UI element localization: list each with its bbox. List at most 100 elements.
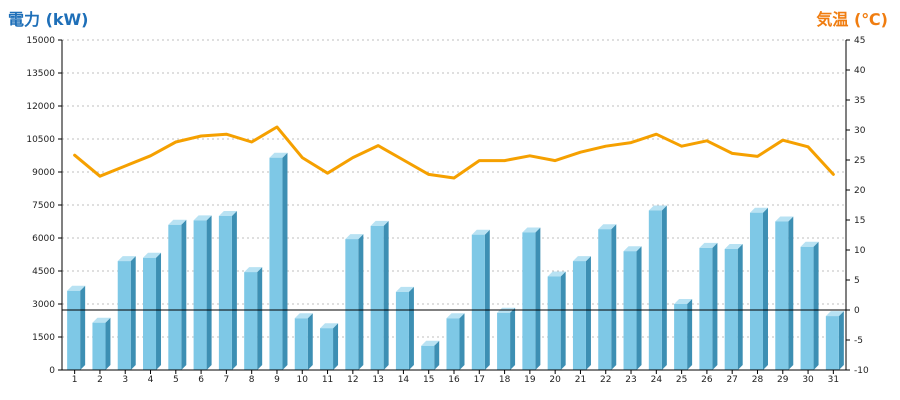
bar-top <box>294 313 313 319</box>
bar-top <box>648 205 667 211</box>
bar <box>749 207 768 370</box>
bar-top <box>320 323 339 329</box>
bar <box>244 267 263 370</box>
left-tick-label: 9000 <box>32 168 55 178</box>
bar-front <box>218 216 232 370</box>
bar-side <box>636 246 642 370</box>
bar <box>218 211 237 370</box>
temperature-line <box>73 125 835 180</box>
right-tick-label: -10 <box>854 366 869 376</box>
bar-side <box>130 256 136 370</box>
bar-front <box>623 251 637 370</box>
bar-top <box>522 227 541 233</box>
x-tick-label: 15 <box>423 375 434 385</box>
x-tick-label: 21 <box>575 375 586 385</box>
bar-side <box>535 227 541 370</box>
bar-side <box>459 313 465 370</box>
bar-top <box>825 311 844 317</box>
temperature-line-layer <box>73 125 835 180</box>
x-tick-label: 1 <box>72 375 78 385</box>
x-tick-label: 14 <box>398 375 410 385</box>
x-tick-label: 29 <box>777 375 789 385</box>
x-tick-label: 22 <box>600 375 611 385</box>
right-tick-label: 5 <box>854 276 860 286</box>
bar-top <box>117 256 136 262</box>
x-tick-label: 19 <box>524 375 536 385</box>
bar <box>547 271 566 370</box>
bar-front <box>421 345 435 370</box>
bar <box>446 313 465 370</box>
x-tick-label: 16 <box>448 375 460 385</box>
x-tick-label: 23 <box>625 375 636 385</box>
bar-front <box>471 234 485 370</box>
bar <box>598 224 617 370</box>
bar <box>421 340 440 370</box>
bar-front <box>674 304 688 370</box>
bar <box>497 307 516 370</box>
right-tick-label: 20 <box>854 186 866 196</box>
right-axis-title: 気温 (℃) <box>816 10 888 29</box>
x-tick-label: 20 <box>549 375 561 385</box>
bar-front <box>294 318 308 370</box>
left-tick-label: 12000 <box>26 102 55 112</box>
bar-top <box>345 234 364 240</box>
bar-side <box>434 340 440 370</box>
bar-top <box>421 340 440 346</box>
grid-layer <box>62 39 846 338</box>
bar <box>623 246 642 370</box>
bar <box>67 285 86 370</box>
bar <box>724 244 743 370</box>
bar-front <box>775 221 789 370</box>
bar <box>193 215 212 370</box>
bar <box>320 323 339 370</box>
bar-side <box>333 323 339 370</box>
bar-front <box>92 322 106 370</box>
right-tick-label: 35 <box>854 96 865 106</box>
x-tick-label: 18 <box>499 375 511 385</box>
bar <box>648 205 667 370</box>
x-tick-label: 27 <box>726 375 737 385</box>
bar-side <box>358 234 364 370</box>
x-tick-label: 4 <box>148 375 154 385</box>
bar-side <box>257 267 263 370</box>
bar-front <box>117 261 131 370</box>
x-tick-label: 17 <box>474 375 485 385</box>
left-tick-label: 0 <box>49 366 55 376</box>
x-tick-label: 10 <box>297 375 309 385</box>
bar-top <box>674 299 693 304</box>
x-tick-label: 9 <box>274 375 280 385</box>
bar-side <box>661 205 667 370</box>
left-tick-label: 1500 <box>32 333 55 343</box>
bar-front <box>648 210 662 370</box>
bar <box>168 219 187 370</box>
x-tick-label: 5 <box>173 375 179 385</box>
bar-side <box>737 244 743 370</box>
bar <box>674 299 693 370</box>
bar <box>522 227 541 370</box>
bar <box>699 242 718 370</box>
x-tick-label: 13 <box>372 375 383 385</box>
bar-top <box>92 317 111 323</box>
right-tick-label: 0 <box>854 306 860 316</box>
bar <box>572 256 591 370</box>
bar-front <box>67 290 81 370</box>
bar-side <box>206 215 212 370</box>
x-tick-label: 28 <box>752 375 764 385</box>
x-tick-label: 26 <box>701 375 713 385</box>
bar-side <box>282 152 288 370</box>
bar-top <box>572 256 591 262</box>
left-tick-label: 13500 <box>26 69 55 79</box>
bar-front <box>497 312 511 370</box>
x-tick-label: 25 <box>676 375 687 385</box>
bar-top <box>547 271 566 277</box>
bars-layer <box>67 152 844 370</box>
bar <box>117 256 136 370</box>
x-tick-label: 7 <box>224 375 230 385</box>
bar-front <box>547 276 561 370</box>
x-tick-label: 8 <box>249 375 255 385</box>
bar-front <box>244 272 258 370</box>
bar-side <box>838 311 844 370</box>
x-tick-label: 3 <box>122 375 128 385</box>
bar-top <box>699 242 718 248</box>
